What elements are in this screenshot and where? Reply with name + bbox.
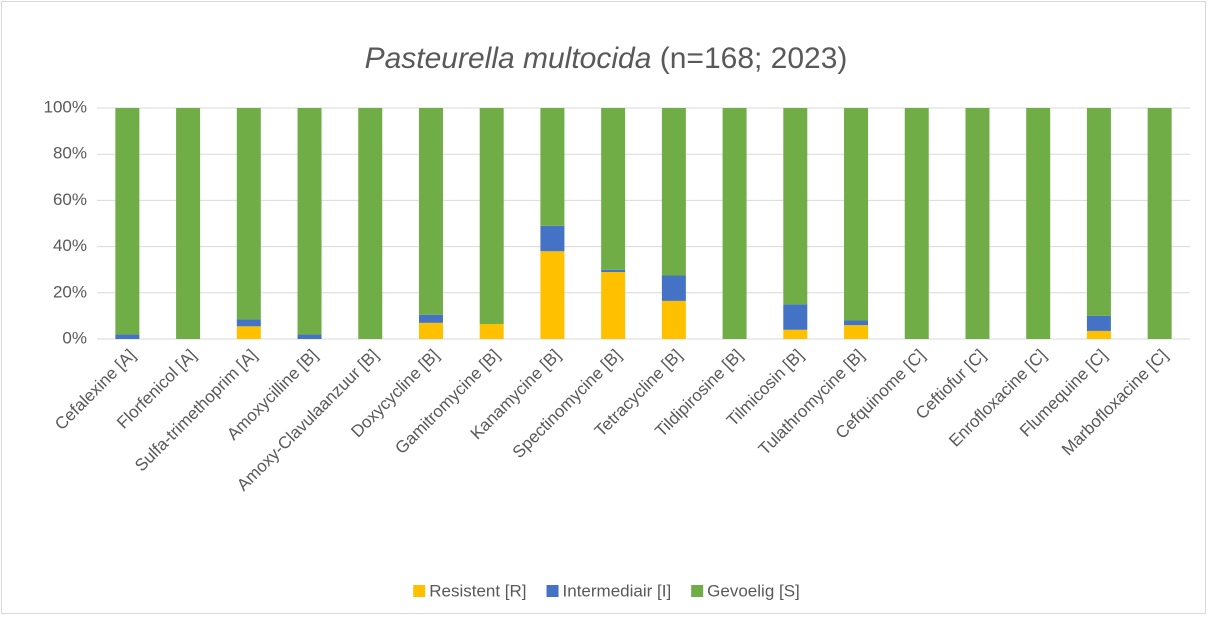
bar-segment <box>540 225 565 252</box>
bar-segment <box>844 325 869 339</box>
bar-segment <box>661 300 686 339</box>
bar-segment <box>540 251 565 339</box>
bar-segment <box>965 108 990 339</box>
bar-segment <box>236 326 261 339</box>
y-tick-label: 20% <box>53 282 87 301</box>
legend-label: Intermediair [I] <box>563 581 672 600</box>
bar-segment <box>418 108 443 315</box>
bar-segment <box>661 275 686 301</box>
bar-segment <box>1026 108 1051 339</box>
bar-segment <box>540 108 565 226</box>
bar-segment <box>479 323 504 339</box>
title-rest: (n=168; 2023) <box>660 42 848 75</box>
title-italic: Pasteurella multocida <box>365 42 652 75</box>
bar-segment <box>418 314 443 323</box>
y-tick-label: 80% <box>53 144 87 163</box>
bar-segment <box>601 269 626 273</box>
bar-segment <box>1086 330 1111 339</box>
bar-segment <box>1086 315 1111 331</box>
bar-segment <box>115 108 140 335</box>
bar-segment <box>236 108 261 320</box>
bar-segment <box>297 108 322 335</box>
legend: Resistent [R] Intermediair [I] Gevoelig [S… <box>413 581 800 600</box>
y-tick-label: 60% <box>53 190 87 209</box>
chart-title: Pasteurella multocida (n=168; 2023) <box>365 42 848 75</box>
bar-segment <box>1147 108 1172 339</box>
y-tick-label: 40% <box>53 236 87 255</box>
bar-segment <box>844 320 869 326</box>
bar-segment <box>904 108 929 339</box>
legend-label: Gevoelig [S] <box>707 581 800 600</box>
legend-swatch <box>413 585 426 597</box>
y-tick-label: 100% <box>44 97 87 116</box>
bar-segment <box>722 108 747 339</box>
bar-segment <box>479 108 504 324</box>
legend-swatch <box>546 585 559 597</box>
bar-segment <box>783 329 808 339</box>
bar-segment <box>661 108 686 276</box>
y-tick-label: 0% <box>62 328 87 347</box>
bar-segment <box>783 108 808 305</box>
legend-swatch <box>691 585 704 597</box>
bar-segment <box>418 322 443 339</box>
bar-segment <box>601 272 626 339</box>
bar-segment <box>358 108 383 339</box>
bar-segment <box>601 108 626 270</box>
bar-segment <box>1086 108 1111 316</box>
bar-segment <box>115 334 140 339</box>
legend-label: Resistent [R] <box>429 581 526 600</box>
bar-segment <box>297 334 322 339</box>
bar-segment <box>844 108 869 321</box>
bar-segment <box>176 108 201 339</box>
bar-segment <box>783 304 808 330</box>
bar-segment <box>236 319 261 327</box>
